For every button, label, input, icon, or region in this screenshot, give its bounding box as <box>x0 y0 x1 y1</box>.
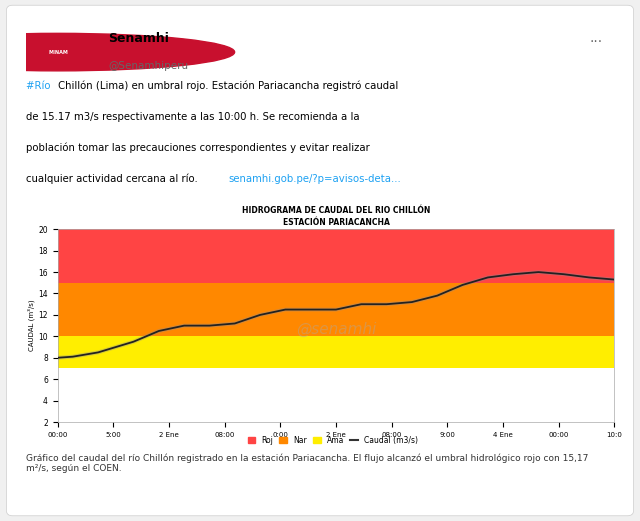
Bar <box>58 229 614 283</box>
Text: población tomar las precauciones correspondientes y evitar realizar: población tomar las precauciones corresp… <box>26 143 369 153</box>
Title: HIDROGRAMA DE CAUDAL DEL RIO CHILLÓN
ESTACIÓN PARIACANCHA: HIDROGRAMA DE CAUDAL DEL RIO CHILLÓN EST… <box>242 206 430 227</box>
Text: @senamhi: @senamhi <box>296 322 376 337</box>
Text: ...: ... <box>589 31 603 45</box>
Circle shape <box>0 33 235 71</box>
Legend: Roj, Nar, Ama, Caudal (m3/s): Roj, Nar, Ama, Caudal (m3/s) <box>244 432 421 448</box>
Text: @Senamhiperu: @Senamhiperu <box>108 61 188 71</box>
Y-axis label: CAUDAL (m³/s): CAUDAL (m³/s) <box>28 300 35 352</box>
Text: MINAM: MINAM <box>48 49 68 55</box>
Bar <box>58 337 614 368</box>
Bar <box>58 283 614 337</box>
Text: #Río: #Río <box>26 81 53 91</box>
Text: Gráfico del caudal del río Chillón registrado en la estación Pariacancha. El flu: Gráfico del caudal del río Chillón regis… <box>26 453 588 473</box>
Text: de 15.17 m3/s respectivamente a las 10:00 h. Se recomienda a la: de 15.17 m3/s respectivamente a las 10:0… <box>26 112 359 122</box>
Text: Chillón (Lima) en umbral rojo. Estación Pariacancha registró caudal: Chillón (Lima) en umbral rojo. Estación … <box>58 81 398 92</box>
Text: Senamhi: Senamhi <box>108 32 169 45</box>
Text: senamhi.gob.pe/?p=avisos-deta...: senamhi.gob.pe/?p=avisos-deta... <box>228 174 401 184</box>
Text: cualquier actividad cercana al río.: cualquier actividad cercana al río. <box>26 174 197 184</box>
